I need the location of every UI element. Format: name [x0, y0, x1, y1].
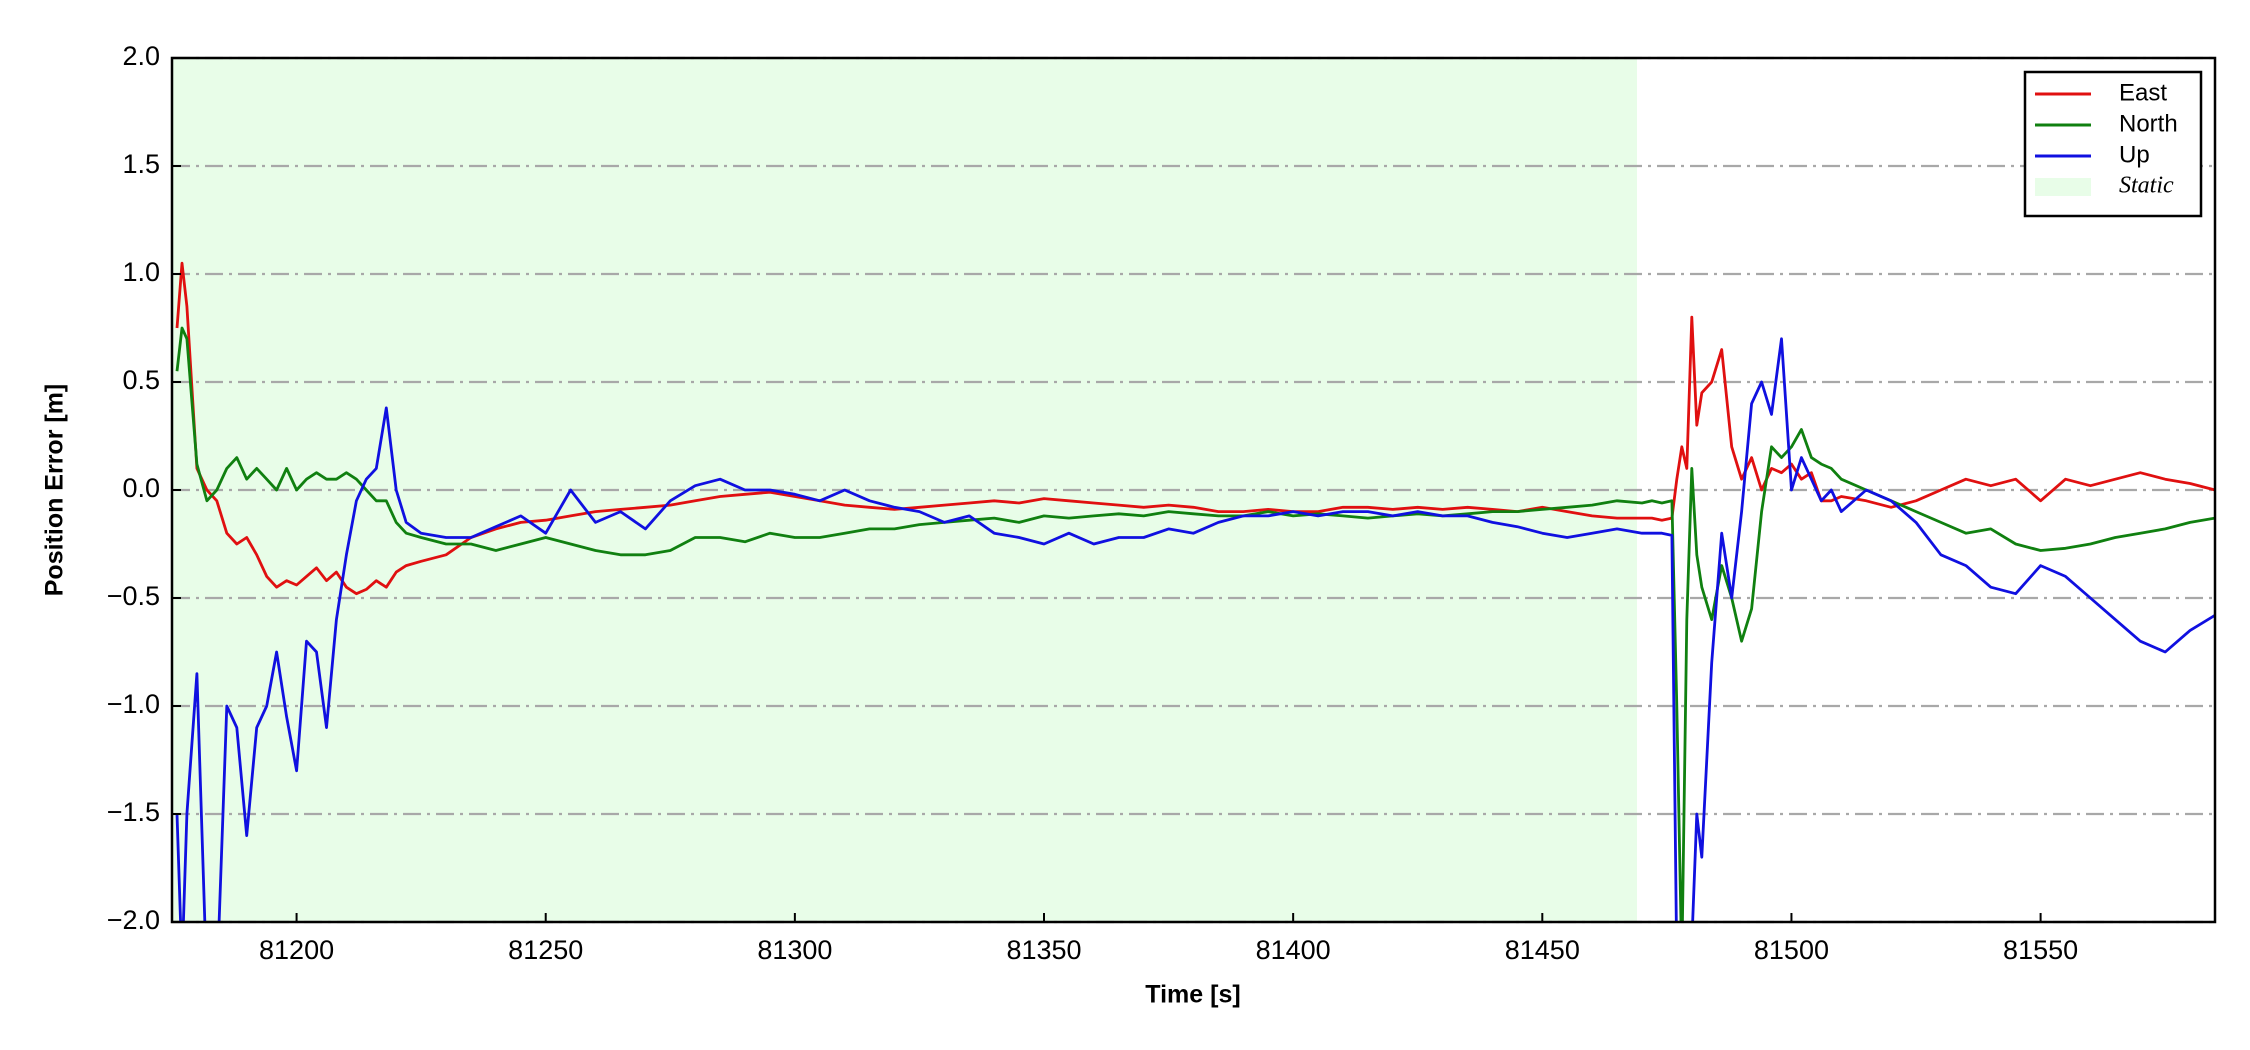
y-tick-label: 2.0 — [122, 41, 160, 71]
legend: East North Up Static — [2023, 70, 2203, 218]
series-line — [175, 337, 2215, 922]
x-tick-label: 81500 — [1754, 935, 1829, 965]
y-tick-label: −0.5 — [107, 581, 160, 611]
legend-label: Static — [2119, 173, 2174, 199]
x-tick-label: 81350 — [1006, 935, 1081, 965]
legend-label: North — [2119, 110, 2178, 137]
y-tick-label: 0.0 — [122, 473, 160, 503]
x-tick-label: 81200 — [259, 935, 334, 965]
legend-label: Up — [2119, 141, 2150, 168]
x-axis-label: Time [s] — [1145, 981, 1240, 1009]
series-line — [175, 261, 2215, 596]
series-line — [175, 326, 2215, 922]
y-axis-label: Position Error [m] — [41, 384, 69, 597]
y-tick-label: −1.5 — [107, 797, 160, 827]
y-tick-label: 1.0 — [122, 257, 160, 287]
y-tick-label: −2.0 — [107, 905, 160, 935]
x-tick-label: 81400 — [1256, 935, 1331, 965]
x-tick-label: 81250 — [508, 935, 583, 965]
legend-swatch — [2035, 178, 2091, 196]
tick-layer: −2.0 −1.5 −1.0 −0.5 0.0 0.5 1.0 1.5 2.0 81200 8125… — [107, 41, 2078, 965]
x-tick-label: 81450 — [1505, 935, 1580, 965]
y-tick-label: −1.0 — [107, 689, 160, 719]
y-tick-label: 0.5 — [122, 365, 160, 395]
line-layer — [175, 261, 2215, 922]
legend-label: East — [2119, 79, 2167, 106]
x-tick-label: 81550 — [2003, 935, 2078, 965]
y-tick-label: 1.5 — [122, 149, 160, 179]
x-tick-label: 81300 — [757, 935, 832, 965]
